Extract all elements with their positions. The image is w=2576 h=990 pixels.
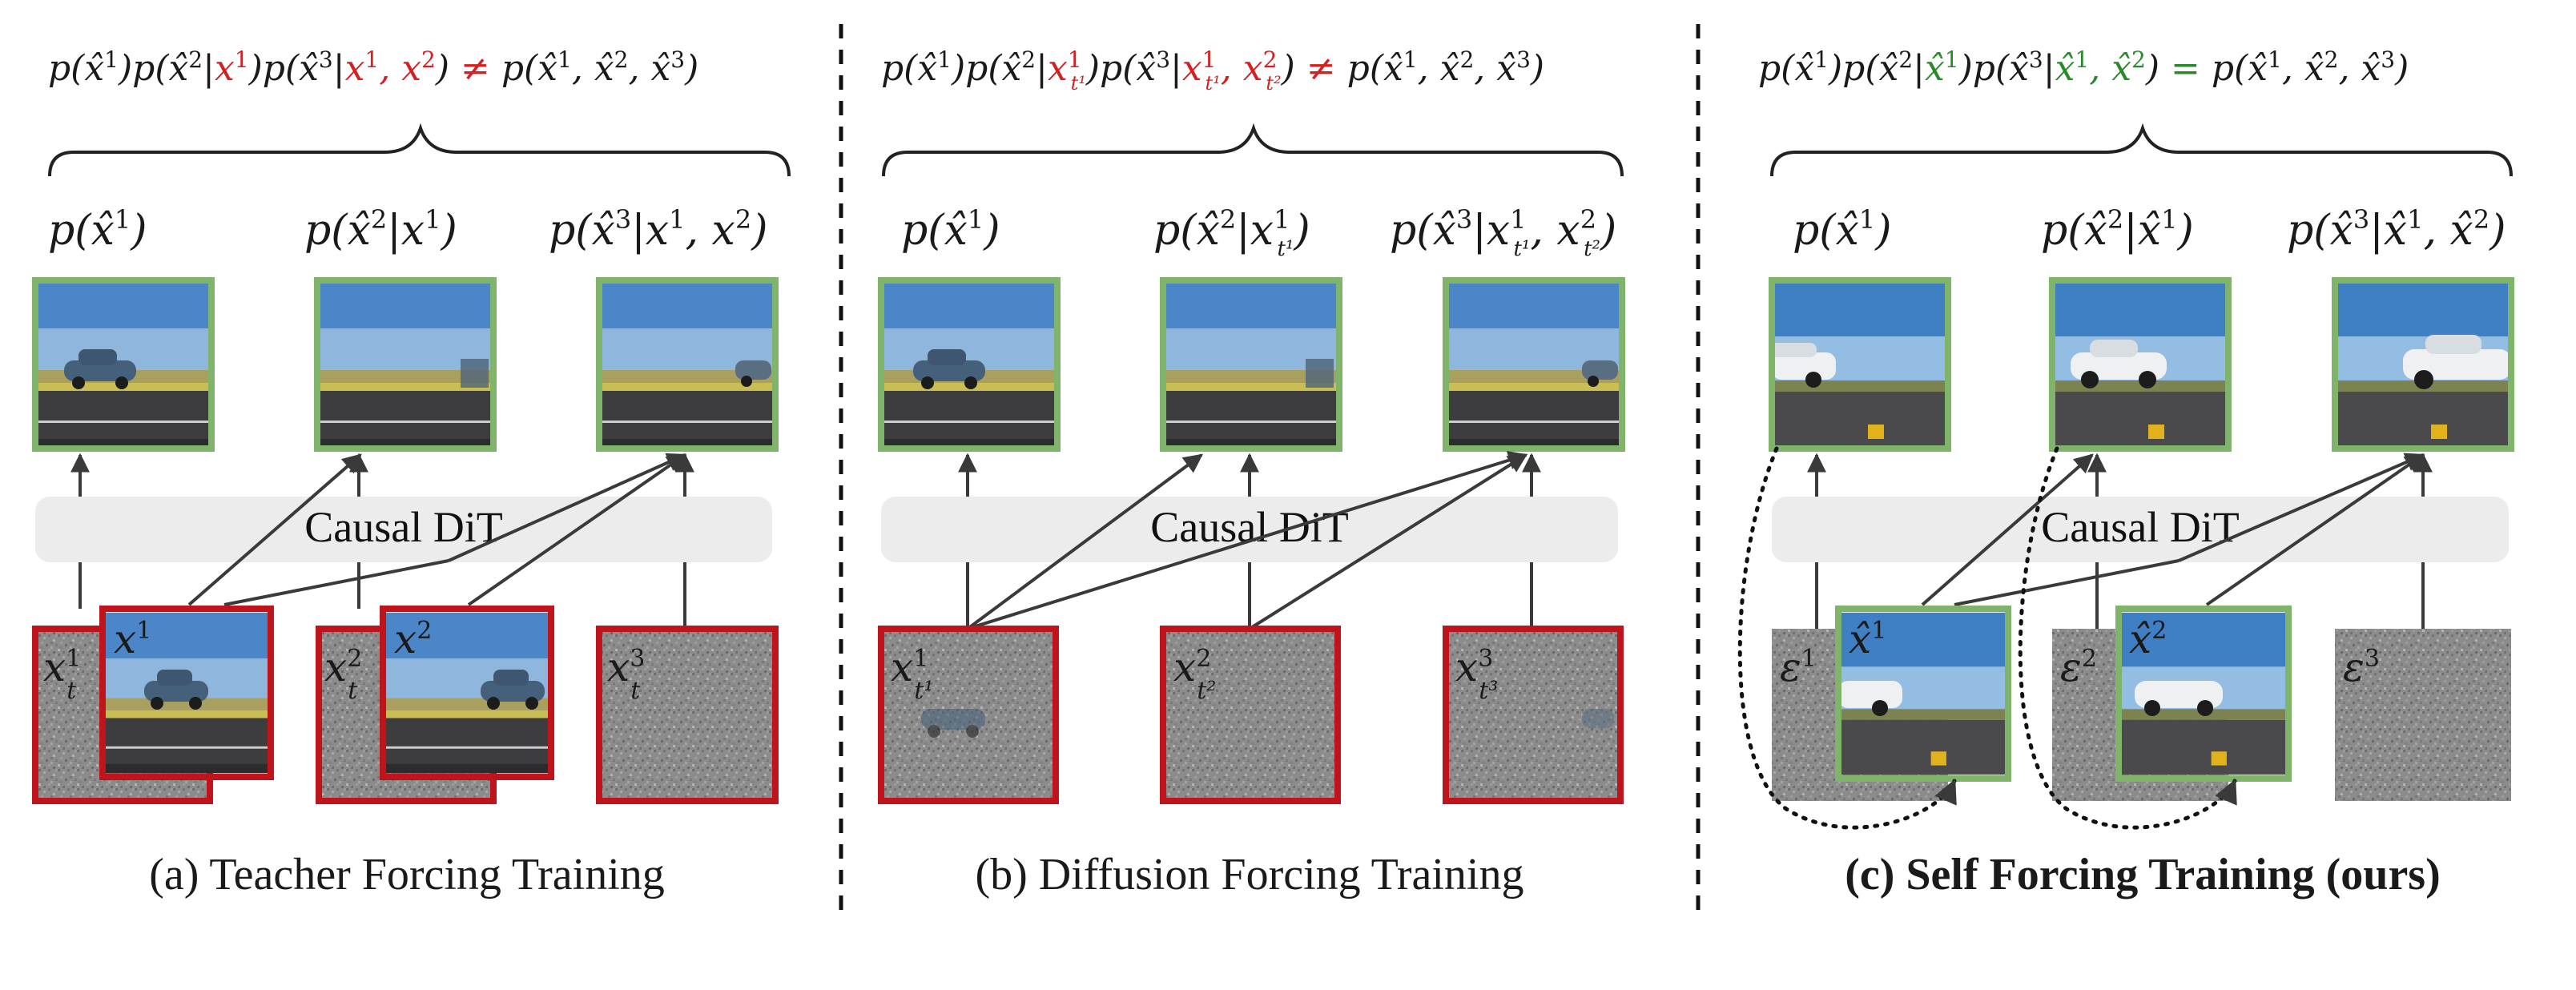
relation-symbol-a: ≠ bbox=[461, 48, 490, 89]
relation-symbol-b: ≠ bbox=[1306, 48, 1336, 89]
causal-dit-a: Causal DiT bbox=[35, 497, 772, 562]
brace-c bbox=[1770, 123, 2513, 177]
output-frame-b2 bbox=[1160, 277, 1342, 452]
causal-dit-b: Causal DiT bbox=[881, 497, 1618, 562]
svg-text:ε2: ε2 bbox=[2060, 644, 2097, 690]
arrow-c-ctx4 bbox=[2205, 453, 2425, 606]
causal-dit-label-b: Causal DiT bbox=[1150, 503, 1348, 551]
panel-self-forcing: p(x̂1)p(x̂2|x̂1)p(x̂3|x̂1, x̂2) = p(x̂1,… bbox=[1737, 46, 2514, 899]
causal-dit-label-a: Causal DiT bbox=[304, 503, 502, 551]
panel-teacher-forcing: p(x̂1)p(x̂2|x1)p(x̂3|x1, x2) ≠ p(x̂1, x̂… bbox=[32, 46, 791, 899]
noise-frame-c3: ε3 bbox=[2335, 629, 2511, 801]
caption-c: (c) Self Forcing Training (ours) bbox=[1845, 850, 2441, 899]
generated-frame-c2: x̂2 bbox=[2115, 606, 2292, 782]
svg-text:x2: x2 bbox=[394, 616, 432, 662]
svg-text:x1t: x1 t bbox=[43, 644, 81, 705]
arrow-c-ctx3 bbox=[2178, 453, 2425, 562]
arrow-a-ctx1 bbox=[187, 453, 362, 606]
output-label-c2: p(x̂2|x̂1) bbox=[2041, 204, 2194, 255]
brace-a bbox=[48, 123, 791, 177]
causal-dit-c: Causal DiT bbox=[1772, 497, 2509, 562]
generated-frame-c1: x̂1 bbox=[1835, 606, 2011, 782]
svg-text:ε3: ε3 bbox=[2343, 644, 2380, 690]
clean-frame-a1: x1 bbox=[99, 606, 274, 780]
output-label-b1: p(x̂1) bbox=[901, 204, 1000, 255]
caption-b: (b) Diffusion Forcing Training bbox=[976, 850, 1524, 899]
output-frame-a2 bbox=[314, 277, 497, 452]
arrow-a-ctx2 bbox=[223, 559, 449, 606]
output-frame-c3 bbox=[2332, 277, 2514, 452]
arrow-c-ctx2 bbox=[1954, 559, 2180, 606]
arrow-a-ctx3 bbox=[448, 453, 687, 562]
output-frame-c2 bbox=[2049, 277, 2232, 452]
noisy-frame-b2: x2 t² bbox=[1160, 626, 1341, 804]
output-label-b3: p(x̂3|x1 t¹, x2 t²) bbox=[1390, 204, 1616, 261]
arrow-b-ctx1 bbox=[966, 453, 1203, 630]
output-label-b2: p(x̂2|x1 t¹) bbox=[1153, 204, 1310, 261]
output-frame-c1 bbox=[1769, 277, 1951, 452]
causal-dit-label-c: Causal DiT bbox=[2041, 503, 2239, 551]
output-label-a2: p(x̂2|x1) bbox=[304, 204, 457, 255]
caption-a: (a) Teacher Forcing Training bbox=[149, 850, 665, 899]
feedback-arrow-c1 bbox=[1737, 446, 1957, 830]
relation-symbol-c: = bbox=[2171, 48, 2200, 89]
arrow-c-ctx1 bbox=[1921, 453, 2094, 606]
noisy-frame-a3: x3 t bbox=[596, 626, 779, 804]
output-frame-a1 bbox=[32, 277, 215, 452]
output-label-c1: p(x̂1) bbox=[1793, 204, 1892, 255]
joint-equation-c: p(x̂1)p(x̂2|x̂1)p(x̂3|x̂1, x̂2) = p(x̂1,… bbox=[1758, 46, 2409, 89]
svg-text:x3t: x3 t bbox=[607, 644, 645, 705]
output-label-a3: p(x̂3|x1, x2) bbox=[549, 204, 768, 255]
brace-b bbox=[882, 123, 1624, 177]
arrow-b-ctx3 bbox=[1248, 453, 1528, 630]
output-frame-b1 bbox=[878, 277, 1061, 452]
svg-text:x1: x1 bbox=[114, 616, 151, 662]
panel-diffusion-forcing: p(x̂1)p(x̂2|x1 t¹)p(x̂3|x1 t¹, x2 t²) ≠ p(x… bbox=[878, 46, 1625, 899]
feedback-arrow-c2 bbox=[2018, 446, 2237, 830]
clean-frame-a2: x2 bbox=[380, 606, 554, 780]
svg-text:x2t: x2 t bbox=[324, 644, 362, 705]
joint-equation-a: p(x̂1)p(x̂2|x1)p(x̂3|x1, x2) ≠ p(x̂1, x̂… bbox=[48, 46, 698, 89]
output-frame-b3 bbox=[1443, 277, 1625, 452]
joint-equation-b: p(x̂1)p(x̂2|x1 t¹)p(x̂3|x1 t¹, x2 t²) ≠ p(x… bbox=[881, 46, 1544, 95]
output-label-c3: p(x̂3|x̂1, x̂2) bbox=[2287, 204, 2506, 255]
noisy-frame-b3: x3 t³ bbox=[1443, 626, 1624, 804]
svg-text:ε1: ε1 bbox=[1780, 644, 1817, 690]
noisy-frame-b1: x1 t¹ bbox=[878, 626, 1059, 804]
svg-text:x̂2: x̂2 bbox=[2129, 616, 2167, 662]
arrow-a-ctx4 bbox=[467, 453, 686, 606]
svg-text:x̂1: x̂1 bbox=[1849, 616, 1886, 662]
arrow-b-ctx2 bbox=[967, 450, 1528, 630]
output-frame-a3 bbox=[596, 277, 779, 452]
output-label-a1: p(x̂1) bbox=[48, 204, 147, 255]
